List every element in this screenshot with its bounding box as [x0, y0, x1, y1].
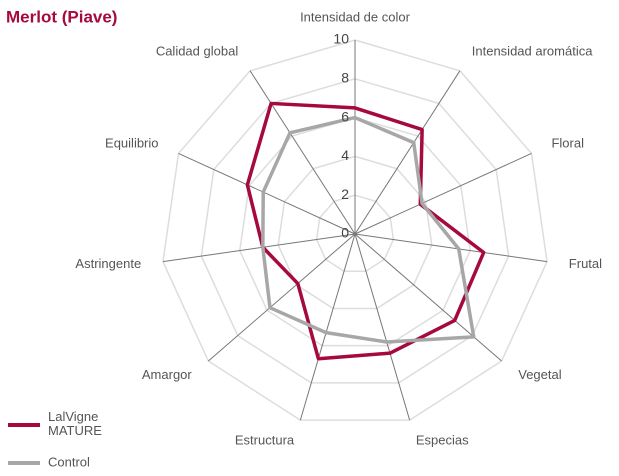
grid-ring — [239, 116, 471, 347]
axis-line — [354, 233, 411, 421]
r-tick-label: 6 — [341, 108, 349, 124]
axis-label: Intensidad de color — [300, 9, 411, 24]
r-tick-label: 8 — [341, 70, 349, 86]
axis-line — [299, 233, 356, 421]
axis-label: Calidad global — [156, 44, 239, 59]
axis-label: Frutal — [569, 256, 602, 271]
r-tick-label: 0 — [341, 225, 349, 241]
series-line — [261, 115, 476, 344]
legend-label: Control — [48, 454, 90, 469]
axis-line — [208, 233, 356, 362]
axis-label: Intensidad aromática — [472, 44, 593, 59]
axis-line — [162, 233, 356, 263]
legend-label: LalVigne MATURE — [48, 409, 102, 438]
grid-ring — [162, 39, 548, 421]
axis-line — [354, 233, 548, 263]
r-tick-label: 10 — [333, 31, 349, 47]
chart-title: Merlot (Piave) — [6, 7, 117, 26]
grid-ring — [315, 194, 395, 272]
axis-line — [354, 233, 502, 362]
axis-line — [354, 152, 532, 235]
axis-line — [354, 70, 461, 235]
r-tick-label: 4 — [341, 147, 349, 163]
axis-label: Equilibrio — [105, 136, 158, 151]
axis-label: Vegetal — [518, 367, 561, 382]
axis-label: Amargor — [142, 367, 193, 382]
r-tick-label: 2 — [341, 186, 349, 202]
grid-ring — [200, 78, 510, 384]
axis-label: Floral — [551, 136, 584, 151]
axis-label: Estructura — [235, 433, 295, 448]
axis-line — [249, 70, 356, 235]
axis-label: Astringente — [75, 256, 141, 271]
axis-label: Especias — [416, 433, 469, 448]
axis-line — [178, 152, 356, 235]
